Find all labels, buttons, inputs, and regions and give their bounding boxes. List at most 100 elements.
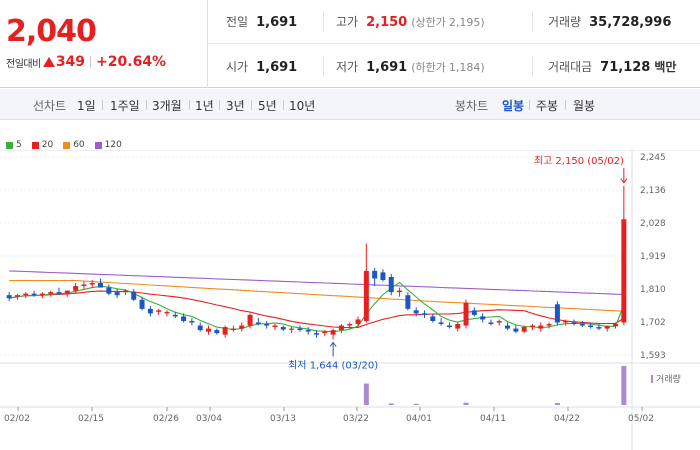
stat-grid: 전일 1,691 고가 2,150 (상한가 2,195) 거래량 35,728… xyxy=(208,0,700,88)
legend-label: 120 xyxy=(104,140,122,150)
candle-body xyxy=(363,270,369,321)
period-1y[interactable]: 1년 xyxy=(195,99,214,113)
candle-body xyxy=(147,308,153,314)
x-tick-label: 04/11 xyxy=(480,414,506,424)
prev-close-value: 1,691 xyxy=(256,15,298,30)
period-5y[interactable]: 5년 xyxy=(258,99,277,113)
candle-weekly[interactable]: 주봉 xyxy=(536,99,559,113)
period-3m[interactable]: 3개월 xyxy=(152,99,182,113)
legend-label: 20 xyxy=(41,140,54,150)
candle-body xyxy=(14,295,20,297)
candle-body xyxy=(446,325,452,328)
volume: 거래량 35,728,996 xyxy=(548,13,671,30)
divider xyxy=(565,100,566,110)
candle-body xyxy=(463,302,469,326)
volume-bar xyxy=(554,403,560,405)
candle-body xyxy=(64,290,70,294)
volume-bar xyxy=(621,366,627,405)
trade-value-amount: 71,128 xyxy=(600,59,651,75)
divider xyxy=(323,56,324,76)
x-tick-label: 02/26 xyxy=(153,414,179,424)
quote-summary: 2,040 전일대비 349 +20.64% 전일 1,691 고가 2,150… xyxy=(0,0,700,88)
candle-body xyxy=(247,314,253,326)
candle-body xyxy=(197,325,203,331)
divider xyxy=(90,56,92,68)
candle-body xyxy=(347,324,353,326)
low-arrowhead xyxy=(329,341,337,347)
divider xyxy=(219,100,220,110)
candle-body xyxy=(529,325,535,328)
period-10y[interactable]: 10년 xyxy=(289,99,316,113)
line-chart-label: 선차트 xyxy=(33,99,67,113)
low-value: 1,691 xyxy=(366,59,408,75)
high-label: 고가 xyxy=(336,15,359,29)
candle-body xyxy=(39,293,45,296)
volume-label: 거래량 xyxy=(548,15,582,29)
candle-body xyxy=(613,324,619,327)
ma60-line xyxy=(9,280,624,312)
legend-ma20: 20 xyxy=(31,140,54,150)
legend-swatch xyxy=(31,141,39,149)
volume-bar xyxy=(463,402,469,405)
period-1w[interactable]: 1주일 xyxy=(110,99,140,113)
volume-legend-swatch xyxy=(651,375,653,383)
candle-body xyxy=(255,322,261,325)
candle-daily[interactable]: 일봉 xyxy=(502,99,525,113)
trade-value-label: 거래대금 xyxy=(548,59,593,74)
candle-body xyxy=(388,276,394,293)
candle-body xyxy=(621,219,627,323)
divider xyxy=(529,100,530,110)
divider xyxy=(532,12,533,32)
candle-body xyxy=(571,322,577,325)
candle-body xyxy=(131,292,137,300)
ma120-line xyxy=(9,270,624,296)
candle-body xyxy=(588,325,594,328)
y-tick-label: 2,136 xyxy=(640,186,666,196)
stat-row: 전일 1,691 고가 2,150 (상한가 2,195) 거래량 35,728… xyxy=(208,0,700,44)
candle-body xyxy=(81,284,87,287)
divider xyxy=(102,100,103,110)
candle-body xyxy=(397,290,403,293)
price-chart[interactable]: 2,245 2,136 2,028 1,919 1,810 1,702 1,593 02/02… xyxy=(0,150,700,450)
candle-body xyxy=(546,324,552,326)
prev-close-label: 전일 xyxy=(226,15,249,29)
divider xyxy=(146,100,147,110)
candle-body xyxy=(139,299,145,309)
candle-body xyxy=(521,327,527,332)
candle-body xyxy=(156,310,162,312)
candle-body xyxy=(330,330,336,335)
candle-body xyxy=(455,324,461,329)
legend-label: 5 xyxy=(16,140,22,150)
stat-row: 시가 1,691 저가 1,691 (하한가 1,184) 거래대금 71,12… xyxy=(208,44,700,88)
candle-body xyxy=(122,290,128,293)
candle-body xyxy=(172,314,178,317)
candle-body xyxy=(239,325,245,329)
candle-body xyxy=(272,325,278,328)
legend-swatch xyxy=(6,141,13,149)
candle-body xyxy=(305,330,311,332)
candle-body xyxy=(505,325,511,329)
y-tick-label: 1,593 xyxy=(640,351,666,361)
candle-body xyxy=(322,331,328,334)
legend-label: 60 xyxy=(73,140,85,150)
low-annotation: 최저 1,644 (03/20) xyxy=(288,360,378,372)
candle-monthly[interactable]: 월봉 xyxy=(573,99,596,113)
candle-body xyxy=(73,286,79,291)
upper-limit-label: (상한가 xyxy=(411,16,446,29)
divider xyxy=(323,12,324,32)
candle-chart-label: 봉차트 xyxy=(455,99,489,113)
candle-body xyxy=(297,328,303,331)
upper-limit-value: 2,195) xyxy=(448,16,485,29)
open-value: 1,691 xyxy=(256,59,298,75)
x-tick-label: 04/01 xyxy=(406,414,432,424)
candle-body xyxy=(56,292,62,294)
x-tick-label: 03/13 xyxy=(270,414,296,424)
legend-ma60: 60 xyxy=(63,140,85,150)
candle-body xyxy=(488,322,494,325)
candle-body xyxy=(338,325,344,331)
period-1d[interactable]: 1일 xyxy=(77,99,96,113)
period-3y[interactable]: 3년 xyxy=(226,99,245,113)
candle-body xyxy=(563,320,569,323)
volume-bar xyxy=(363,383,369,405)
candle-body xyxy=(538,325,544,329)
